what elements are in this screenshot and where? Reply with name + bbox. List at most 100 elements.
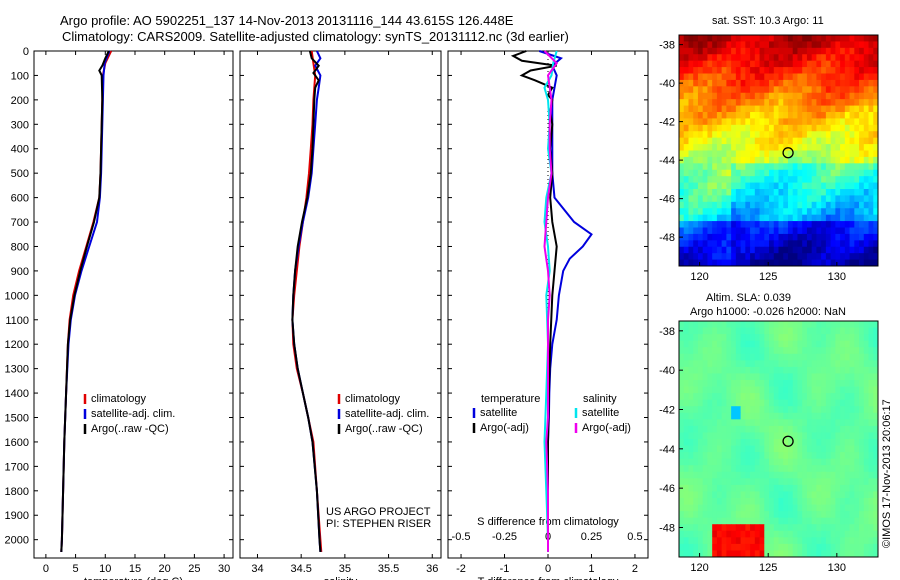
map-sla-cell [759,334,765,342]
map-sst-cell [854,259,860,267]
map-sla-cell [854,432,860,440]
map-sla-cell [721,321,727,328]
map-sst-cell [745,67,751,74]
map-sla-cell [769,471,775,479]
map-sst-cell [688,118,694,126]
map-sla-cell [731,334,737,342]
map-sst-cell [840,41,846,49]
map-sla-cell [835,366,841,374]
map-sla-cell [750,517,756,525]
map-sla-ytick-label: -44 [659,444,675,456]
map-sla-cell [859,439,865,446]
map-sla-cell [750,550,756,558]
map-sla-cell [868,537,874,545]
map-sla-cell [721,517,727,525]
map-sst-cell [745,35,751,42]
map-sst-cell [745,47,751,55]
map-sla-cell [863,498,869,505]
map-sla-cell [745,452,751,460]
map-sla-cell [683,439,689,446]
map-sla-cell [740,380,746,387]
map-sla-cell [849,406,855,414]
map-sst-cell [863,35,869,42]
map-sla-cell [759,498,765,505]
map-sst-cell [693,189,699,196]
map-sla-cell [754,412,760,420]
map-sst-cell [835,227,841,235]
map-sst-cell [683,227,689,235]
map-sla-cell [754,393,760,401]
map-sla-cell [735,340,741,348]
map-sst-cell [854,195,860,203]
map-sst-cell [726,112,732,119]
map-sla-cell [816,439,822,446]
map-sla-cell [712,419,718,427]
map-sst-cell [712,144,718,151]
map-sst-cell [844,233,850,241]
map-sla-cell [759,340,765,348]
map-sst-cell [697,137,704,145]
map-sla-cell [721,491,727,499]
map-sla-cell [811,353,817,361]
diff-salinity-satellite-line [543,50,558,552]
map-sst-cell [821,112,827,119]
map-sla-cell [802,366,808,374]
map-sst-cell [769,195,775,203]
map-sst-cell [688,214,694,222]
map-sst-cell [712,233,718,241]
map-sla-cell [821,412,827,420]
map-sla-cell [745,380,751,387]
map-sst-cell [816,214,822,222]
map-sst-cell [697,41,704,49]
map-sst-cell [806,201,813,209]
map-sst-cell [721,208,727,216]
map-sla-cell [849,478,855,486]
map-sla-cell [702,406,708,414]
map-sst-cell [693,137,699,145]
map-sla-cell [745,530,751,538]
map-sst-cell [679,92,685,100]
map-sla-cell [735,347,741,355]
map-sst-cell [844,201,850,209]
map-sla-cell [740,543,746,551]
map-sla-cell [754,471,760,479]
map-sst-cell [683,60,689,68]
map-sla-cell [716,386,723,394]
map-sst-cell [735,227,741,235]
map-sla-cell [811,386,817,394]
map-sst-cell [712,240,718,248]
map-sst-cell [707,169,713,177]
map-sst-cell [754,182,760,190]
map-sla-cell [797,399,803,407]
map-sst-cell [693,150,699,158]
map-sst-cell [797,150,803,158]
map-sla-cell [731,340,737,348]
map-sst-cell [854,163,860,171]
map-sla-cell [830,530,836,538]
map-sla-cell [721,334,727,342]
map-sla-cell [821,458,827,466]
map-sla-cell [840,334,846,342]
map-sla-cell [707,530,713,538]
map-sla-cell [873,491,879,499]
map-sst-cell [750,156,756,164]
map-sla-cell [688,334,694,342]
map-sst-cell [697,214,704,222]
map-sla-cell [840,373,846,381]
map-sla-cell [693,327,699,335]
salinity-xtick-label: 35 [339,563,351,575]
map-sla-cell [759,543,765,551]
map-sst-cell [783,112,789,119]
map-sst-cell [754,35,760,42]
map-sla-cell [868,478,874,486]
map-sla-cell [792,458,798,466]
map-sst-cell [835,156,841,164]
map-sst-cell [873,156,879,164]
map-sla-cell [759,439,765,446]
map-sst-cell [679,259,685,267]
map-sla-cell [825,334,832,342]
map-sla-cell [769,425,775,433]
map-sst-cell [787,131,794,139]
map-sla-cell [787,347,794,355]
map-sst-cell [802,79,808,87]
